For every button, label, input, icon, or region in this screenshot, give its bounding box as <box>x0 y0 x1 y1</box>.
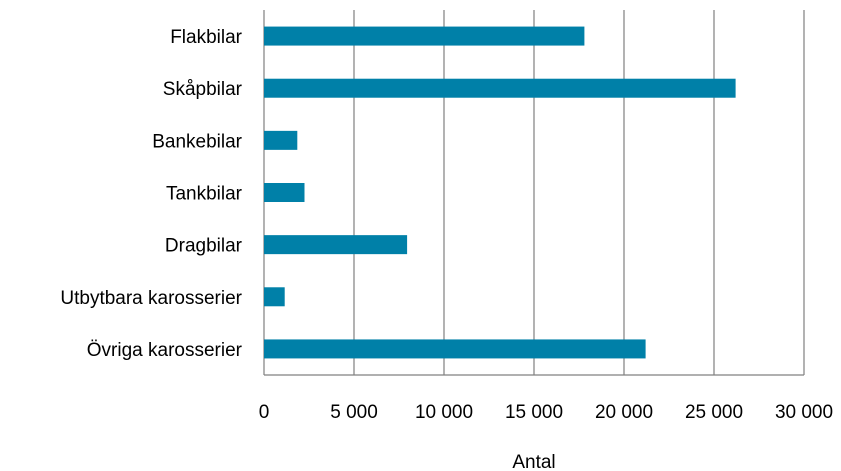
x-tick-label: 30 000 <box>775 402 833 423</box>
category-label: Dragbilar <box>165 236 243 257</box>
category-labels: Flakbilar Skåpbilar Bankebilar Tankbilar Dra… <box>60 27 242 361</box>
bar <box>264 339 646 359</box>
bar <box>264 235 408 255</box>
bar <box>264 183 305 202</box>
x-axis-title: Antal <box>512 452 555 471</box>
bar <box>264 130 298 150</box>
x-tick-label: 10 000 <box>415 402 473 423</box>
category-label: Flakbilar <box>170 27 242 48</box>
x-tick-labels: 0 5 000 10 000 15 000 20 000 25 000 30 000 <box>259 402 833 423</box>
category-label: Utbytbara karosserier <box>60 288 242 309</box>
x-tick-label: 0 <box>259 402 270 423</box>
category-label: Övriga karosserier <box>87 340 243 361</box>
x-tick-label: 15 000 <box>505 402 563 423</box>
x-tick-label: 5 000 <box>330 402 378 423</box>
x-tick-label: 25 000 <box>685 402 743 423</box>
bar <box>264 78 736 98</box>
category-label: Tankbilar <box>166 184 243 205</box>
bar <box>264 287 285 307</box>
bar <box>264 26 585 46</box>
bars <box>264 26 736 359</box>
category-label: Skåpbilar <box>163 79 243 100</box>
gridlines <box>263 10 805 376</box>
x-tick-label: 20 000 <box>595 402 653 423</box>
category-label: Bankebilar <box>152 131 242 152</box>
